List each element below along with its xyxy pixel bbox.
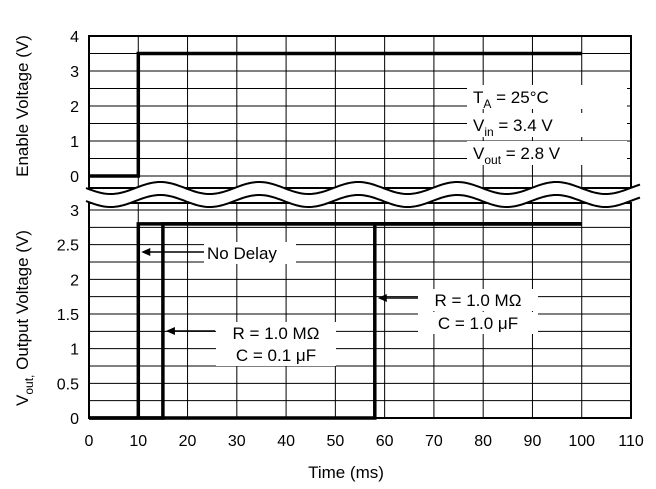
x-tick: 110 <box>618 433 644 450</box>
enable-y-tick: 2 <box>70 99 79 116</box>
enable-panel-frame <box>88 35 632 189</box>
enable-trace <box>89 51 582 178</box>
c01-arrow-arrowhead <box>165 327 175 335</box>
enable-y-tick: 4 <box>70 29 79 46</box>
enable-y-tick: 0 <box>70 169 79 186</box>
label-no-delay-bg <box>204 242 296 264</box>
x-tick: 20 <box>179 433 197 450</box>
condition-ta-symbol: T <box>473 88 483 107</box>
condition-vin-symbol: V <box>473 116 485 135</box>
condition-vout-bg <box>467 141 627 165</box>
x-tick: 70 <box>425 433 443 450</box>
output-y-tick: 0 <box>70 411 79 428</box>
condition-vout: Vout = 2.8 V <box>473 144 561 167</box>
enable-y-tick: 1 <box>70 134 79 151</box>
x-tick: 0 <box>85 433 94 450</box>
label-c10-c-bg <box>418 312 538 334</box>
condition-ta-subscript: A <box>483 97 491 111</box>
traces <box>89 51 582 420</box>
label-no-delay: No Delay <box>207 244 277 263</box>
x-tick: 60 <box>376 433 394 450</box>
x-tick: 10 <box>129 433 147 450</box>
condition-ta-bg <box>467 85 627 109</box>
x-tick: 30 <box>228 433 246 450</box>
break-wave-upper <box>85 180 641 196</box>
trace-c-1-0uf <box>89 222 582 420</box>
label-c10-c: C = 1.0 μF <box>438 314 518 333</box>
label-c01-c: C = 0.1 μF <box>236 346 316 365</box>
output-voltage-label: Output Voltage (V) <box>13 230 32 375</box>
break-wave-lower <box>85 193 641 209</box>
no-delay-arrow-arrowhead <box>141 248 151 256</box>
output-y-tick: 2.5 <box>57 238 79 255</box>
x-tick: 100 <box>568 433 595 450</box>
condition-vout-subscript: out <box>484 153 501 167</box>
condition-vout-value: = 2.8 V <box>501 144 561 163</box>
x-tick: 40 <box>277 433 295 450</box>
enable-y-axis-title: Enable Voltage (V) <box>13 35 32 177</box>
condition-vin: Vin = 3.4 V <box>473 116 553 139</box>
label-c10-r: R = 1.0 MΩ <box>435 291 522 310</box>
label-c01-r: R = 1.0 MΩ <box>233 324 320 343</box>
condition-vin-value: = 3.4 V <box>494 116 554 135</box>
condition-vin-subscript: in <box>484 125 493 139</box>
enable-panel-grid <box>89 36 631 188</box>
condition-ta: TA = 25°C <box>473 88 549 111</box>
output-y-tick: 3 <box>70 203 79 220</box>
condition-vin-bg <box>467 113 627 137</box>
c10-arrow-arrowhead <box>377 294 387 302</box>
enable-y-tick: 3 <box>70 64 79 81</box>
axis-break <box>85 180 641 209</box>
vout-subscript: out, <box>22 375 36 395</box>
label-c01-r-bg <box>216 322 336 344</box>
condition-vout-symbol: V <box>473 144 485 163</box>
output-panel-grid <box>89 203 631 418</box>
x-tick: 80 <box>474 433 492 450</box>
output-y-tick: 0.5 <box>57 376 79 393</box>
condition-ta-value: = 25°C <box>491 88 548 107</box>
output-panel-frame <box>88 202 632 419</box>
label-c10-r-bg <box>418 289 538 311</box>
x-axis-title: Time (ms) <box>308 463 384 482</box>
output-y-tick: 1.5 <box>57 307 79 324</box>
x-tick: 90 <box>524 433 542 450</box>
vout-symbol: V <box>13 394 32 406</box>
output-y-tick: 1 <box>70 342 79 359</box>
x-tick: 50 <box>326 433 344 450</box>
label-c01-c-bg <box>216 344 336 366</box>
output-y-axis-title: Vout, Output Voltage (V) <box>13 230 36 406</box>
output-y-tick: 2 <box>70 272 79 289</box>
